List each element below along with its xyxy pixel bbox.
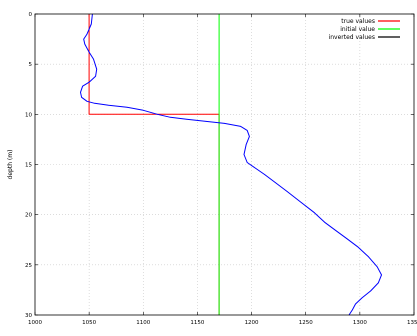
data-point bbox=[143, 110, 144, 111]
data-point bbox=[83, 38, 84, 40]
y-tick-label: 30 bbox=[25, 313, 32, 319]
legend-label: initial value bbox=[340, 26, 375, 33]
data-point bbox=[82, 85, 83, 87]
data-point bbox=[80, 92, 81, 93]
x-tick-label: 1100 bbox=[136, 320, 150, 326]
data-point bbox=[301, 202, 302, 203]
data-point bbox=[264, 174, 265, 175]
data-point bbox=[249, 136, 250, 137]
y-tick-labels: 0 5 10 15 20 25 30 bbox=[25, 12, 33, 319]
data-point bbox=[275, 182, 276, 183]
x-tick-label: 1300 bbox=[353, 320, 367, 326]
data-point bbox=[93, 58, 94, 60]
plot-frame bbox=[34, 13, 415, 316]
data-point bbox=[84, 43, 86, 45]
data-point bbox=[96, 68, 97, 70]
data-point bbox=[88, 114, 90, 115]
data-point bbox=[205, 121, 207, 122]
data-point bbox=[240, 126, 241, 127]
data-point bbox=[378, 282, 379, 284]
legend-label: true values bbox=[341, 18, 375, 25]
data-point bbox=[126, 107, 128, 108]
data-point bbox=[94, 103, 95, 104]
data-point bbox=[314, 212, 315, 213]
x-tick-label: 1200 bbox=[245, 320, 259, 326]
data-point bbox=[352, 309, 353, 311]
data-point bbox=[246, 162, 248, 163]
data-point bbox=[243, 154, 245, 155]
x-tick-label: 1250 bbox=[299, 320, 313, 326]
data-point bbox=[186, 119, 187, 120]
x-tick-label: 1000 bbox=[28, 320, 42, 326]
data-point bbox=[157, 114, 158, 115]
series-inverted-values bbox=[80, 13, 382, 316]
legend-label: inverted values bbox=[329, 34, 375, 41]
data-point bbox=[95, 75, 96, 77]
y-tick-label: 10 bbox=[25, 112, 32, 118]
y-tick-label: 0 bbox=[29, 12, 33, 18]
data-point bbox=[86, 33, 88, 35]
data-point bbox=[245, 144, 247, 145]
data-point bbox=[108, 105, 109, 106]
data-point bbox=[91, 23, 92, 25]
data-point bbox=[376, 266, 378, 268]
x-tick-label: 1050 bbox=[82, 320, 96, 326]
data-point bbox=[381, 274, 382, 276]
data-point bbox=[88, 51, 90, 53]
series-layer bbox=[80, 13, 382, 316]
series-initial-value bbox=[218, 13, 220, 316]
data-point bbox=[370, 290, 372, 292]
data-point bbox=[170, 117, 171, 118]
data-point bbox=[246, 130, 248, 131]
data-point bbox=[357, 246, 359, 248]
data-point bbox=[224, 123, 225, 124]
y-tick-label: 25 bbox=[25, 263, 32, 269]
x-tick-label: 1150 bbox=[190, 320, 204, 326]
data-point bbox=[335, 230, 337, 231]
grid-lines bbox=[35, 14, 414, 315]
y-tick-label: 5 bbox=[29, 62, 33, 68]
data-point bbox=[255, 168, 257, 169]
data-point bbox=[86, 101, 88, 102]
y-tick-label: 15 bbox=[25, 163, 32, 169]
data-point bbox=[81, 97, 82, 98]
y-tick-label: 20 bbox=[25, 213, 32, 219]
data-point bbox=[361, 297, 363, 299]
data-point bbox=[346, 238, 348, 239]
data-point bbox=[355, 303, 356, 305]
data-point bbox=[287, 191, 288, 192]
y-axis-title: depth (m) bbox=[7, 150, 14, 180]
series-line-inverted-values bbox=[80, 13, 382, 316]
data-point bbox=[88, 81, 90, 83]
data-point bbox=[324, 222, 326, 223]
data-point bbox=[368, 256, 369, 258]
